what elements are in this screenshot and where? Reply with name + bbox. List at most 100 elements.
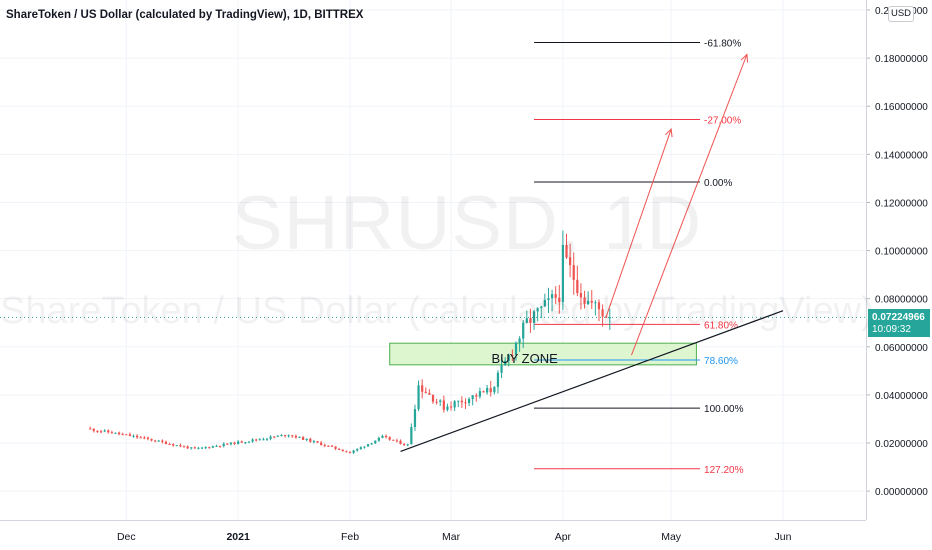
target-arrow bbox=[605, 128, 672, 317]
candle-body bbox=[208, 447, 211, 449]
fib-level-label: 100.00% bbox=[704, 404, 744, 415]
candle-body bbox=[399, 440, 402, 444]
candle-body bbox=[233, 442, 236, 444]
target-arrow bbox=[630, 54, 748, 356]
y-tick-label: 0.02000000 bbox=[875, 439, 928, 450]
candle-body bbox=[522, 322, 525, 339]
candle-body bbox=[186, 446, 189, 449]
candle-body bbox=[280, 435, 283, 437]
candle-body bbox=[540, 306, 543, 309]
candle-body bbox=[421, 385, 424, 392]
candle-body bbox=[301, 436, 305, 440]
buy-zone-label: BUY ZONE bbox=[492, 351, 559, 366]
fib-level-label: 78.60% bbox=[704, 356, 738, 367]
candle-body bbox=[309, 438, 312, 442]
candle-body bbox=[410, 426, 413, 445]
candle-body bbox=[273, 436, 276, 438]
candle-body bbox=[121, 434, 124, 436]
candle-body bbox=[590, 300, 593, 303]
candle-body bbox=[384, 435, 388, 438]
candle-body bbox=[334, 446, 337, 449]
candle-body bbox=[240, 441, 243, 443]
buy-zone-layer bbox=[389, 342, 697, 366]
candle-body bbox=[388, 437, 391, 440]
fib-level-label: 127.20% bbox=[704, 465, 744, 476]
candle-body bbox=[341, 449, 344, 452]
candle-body bbox=[363, 446, 366, 448]
candle-body bbox=[431, 394, 435, 402]
last-price-badge: 0.07224966 10:09:32 bbox=[868, 309, 930, 337]
target-arrow-head bbox=[740, 53, 749, 63]
bar-countdown: 10:09:32 bbox=[872, 324, 911, 335]
candle-body bbox=[547, 298, 550, 301]
candle-body bbox=[464, 402, 467, 404]
candle-body bbox=[175, 445, 178, 447]
candle-body bbox=[514, 342, 518, 356]
candle-body bbox=[460, 400, 463, 403]
buy-zone-rect bbox=[389, 342, 697, 366]
y-tick-label: 0.18000000 bbox=[875, 54, 928, 65]
candle-body bbox=[424, 391, 427, 394]
drawings[interactable]: BUY ZONE bbox=[0, 53, 866, 453]
candle-body bbox=[392, 439, 395, 441]
candle-body bbox=[467, 398, 471, 403]
candle-body bbox=[316, 441, 319, 443]
candle-body bbox=[150, 438, 153, 441]
candle-body bbox=[605, 316, 608, 318]
candle-body bbox=[583, 297, 586, 304]
candle-body bbox=[218, 445, 222, 447]
candle-body bbox=[525, 318, 528, 323]
currency-button[interactable]: USD bbox=[888, 6, 914, 22]
candle-body bbox=[496, 372, 500, 387]
candle-body bbox=[504, 360, 507, 366]
candle-body bbox=[594, 302, 597, 304]
last-price-value: 0.07224966 bbox=[872, 312, 925, 323]
candle-body bbox=[417, 385, 420, 410]
candle-body bbox=[568, 257, 572, 266]
candle-body bbox=[442, 400, 445, 410]
candle-body bbox=[110, 432, 113, 434]
candle-body bbox=[381, 435, 384, 438]
grid bbox=[0, 0, 866, 520]
candle-body bbox=[89, 428, 92, 430]
candle-body bbox=[291, 435, 294, 437]
candle-body bbox=[576, 279, 579, 294]
candle-body bbox=[323, 445, 326, 447]
fibonacci-retracement[interactable]: -61.80% -27.00% 0.00% 61.80% 78.60% 100.00% 12… bbox=[534, 38, 744, 476]
x-tick-label: Jun bbox=[775, 531, 792, 543]
fib-level-label: 0.00% bbox=[704, 178, 732, 189]
candle-body bbox=[128, 434, 132, 437]
candle-body bbox=[298, 436, 301, 438]
candle-body bbox=[439, 400, 442, 402]
candle-body bbox=[172, 444, 175, 446]
candle-body bbox=[215, 445, 218, 447]
candle-body bbox=[435, 401, 438, 403]
candle-body bbox=[287, 435, 290, 437]
candle-body bbox=[493, 386, 496, 393]
candle-body bbox=[374, 440, 377, 444]
candle-body bbox=[320, 442, 323, 446]
y-tick-label: 0.00000000 bbox=[875, 487, 928, 498]
x-tick-label: Mar bbox=[442, 531, 461, 543]
candle-body bbox=[345, 451, 348, 453]
watermark-symbol: SHRUSD, 1D bbox=[232, 181, 703, 266]
candle-body bbox=[164, 441, 168, 445]
candle-body bbox=[352, 450, 355, 453]
candle-body bbox=[107, 430, 110, 433]
candle-body bbox=[222, 443, 225, 447]
candle-body bbox=[475, 395, 478, 397]
candle-body bbox=[348, 451, 352, 453]
candle-body bbox=[579, 293, 583, 298]
candle-body bbox=[561, 244, 565, 303]
candle-body bbox=[565, 244, 568, 258]
candle-body bbox=[449, 406, 453, 408]
candle-body bbox=[532, 311, 536, 323]
x-tick-label: Dec bbox=[117, 531, 136, 543]
candle-body bbox=[370, 443, 373, 445]
fib-level-label: -27.00% bbox=[704, 115, 741, 126]
candle-body bbox=[406, 444, 409, 446]
candle-body bbox=[211, 446, 215, 448]
candle-body bbox=[359, 447, 362, 449]
candle-body bbox=[283, 435, 287, 437]
